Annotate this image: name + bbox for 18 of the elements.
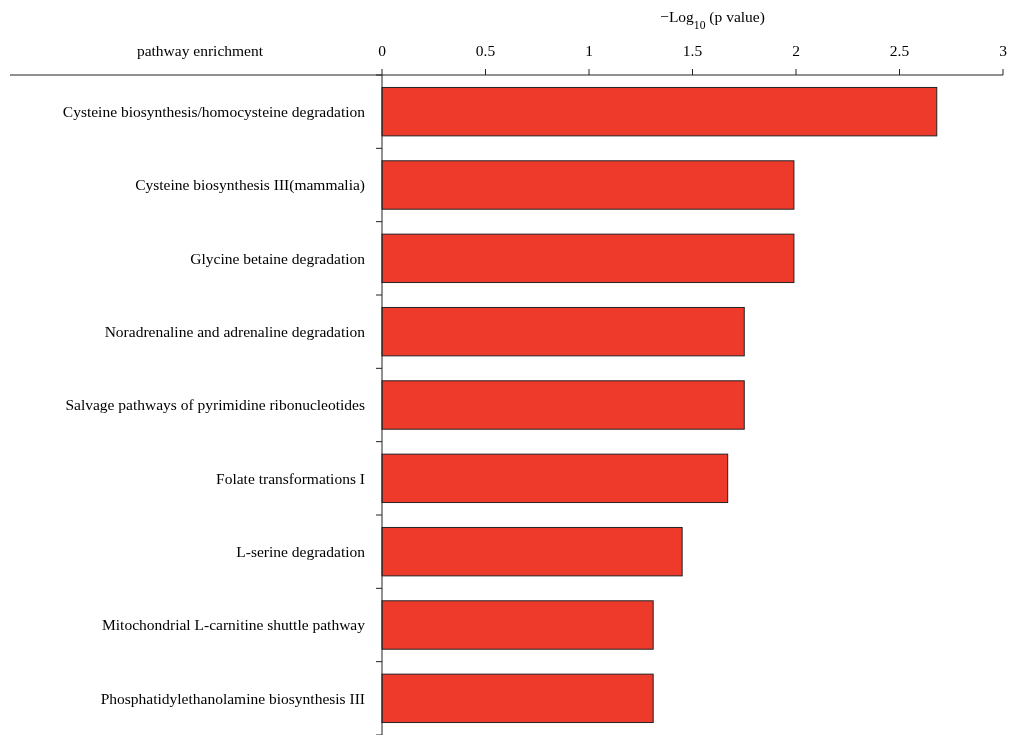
y-tick-label: Cysteine biosynthesis III(mammalia) (135, 176, 365, 195)
x-tick-label: 0.5 (475, 42, 496, 59)
y-tick-label: Noradrenaline and adrenaline degradation (104, 323, 366, 341)
x-tick-label: 2.5 (889, 42, 910, 59)
y-tick-label: Glycine betaine degradation (190, 249, 366, 267)
y-tick-label: Cysteine biosynthesis/homocysteine degradation (62, 103, 366, 121)
y-tick-label: Mitochondrial L-carnitine shuttle pathway (102, 616, 366, 634)
x-tick-label: 3 (999, 42, 1008, 59)
y-tick-label: Folate transformations I (216, 469, 365, 487)
y-tick-label: Phosphatidylethanolamine biosynthesis III (100, 689, 365, 707)
x-tick-label: 0 (378, 42, 387, 59)
y-tick-label: L-serine degradation (236, 543, 366, 561)
x-tick-label: 2 (792, 42, 800, 59)
x-axis-title: −Log$_{10}$ (p value) (660, 8, 765, 32)
x-tick-label: 1 (585, 42, 593, 59)
y-tick-label: Salvage pathways of pyrimidine ribonucleotides (65, 396, 365, 414)
y-axis-title: pathway enrichment (136, 42, 264, 59)
x-tick-label: 1.5 (682, 42, 703, 59)
